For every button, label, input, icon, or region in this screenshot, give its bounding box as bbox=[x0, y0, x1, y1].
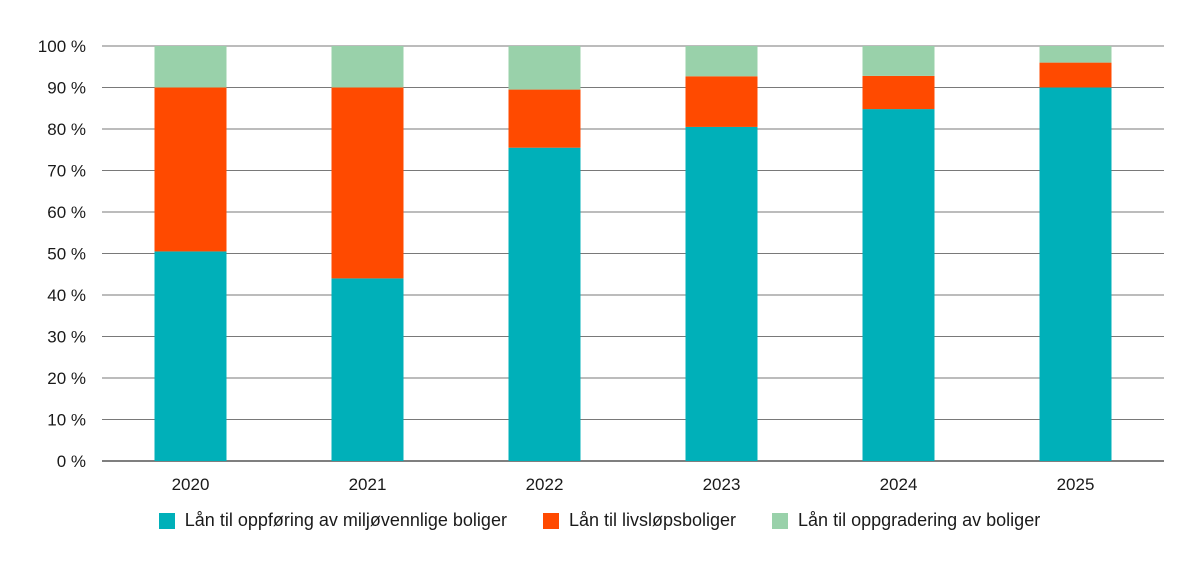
bar-2024-series-2 bbox=[862, 46, 935, 76]
bar-2025-series-0 bbox=[1039, 87, 1112, 461]
gridlines bbox=[102, 45, 1164, 462]
legend-swatch-1 bbox=[542, 512, 559, 529]
legend-label-0: Lån til oppføring av miljøvennlige bolig… bbox=[184, 510, 507, 530]
legend-item-1: Lån til livsløpsboliger bbox=[542, 510, 737, 531]
y-tick-label-2: 20 % bbox=[47, 369, 86, 388]
bar-2021-series-1 bbox=[331, 87, 404, 279]
legend-label-2: Lån til oppgradering av boliger bbox=[798, 510, 1041, 530]
bar-2021-series-0 bbox=[331, 278, 404, 461]
y-tick-label-0: 0 % bbox=[57, 452, 86, 471]
bar-2020-series-1 bbox=[154, 87, 227, 252]
bar-2020-series-0 bbox=[154, 251, 227, 461]
y-tick-label-7: 70 % bbox=[47, 162, 86, 181]
legend-item-2: Lån til oppgradering av boliger bbox=[772, 510, 1040, 531]
x-tick-label-2022: 2022 bbox=[526, 475, 564, 494]
y-tick-label-9: 90 % bbox=[47, 79, 86, 98]
y-tick-label-5: 50 % bbox=[47, 245, 86, 264]
legend: Lån til oppføring av miljøvennlige bolig… bbox=[0, 510, 1199, 531]
bar-2023-series-0 bbox=[685, 126, 758, 462]
y-tick-label-6: 60 % bbox=[47, 203, 86, 222]
y-tick-label-8: 80 % bbox=[47, 120, 86, 139]
bar-2025-series-1 bbox=[1039, 62, 1112, 88]
bar-2022-series-1 bbox=[508, 89, 581, 148]
y-tick-label-4: 40 % bbox=[47, 286, 86, 305]
x-tick-label-2024: 2024 bbox=[880, 475, 918, 494]
bars bbox=[154, 46, 1112, 462]
legend-label-1: Lån til livsløpsboliger bbox=[568, 510, 737, 530]
bar-2021-series-2 bbox=[331, 46, 404, 88]
bar-2024-series-1 bbox=[862, 75, 935, 110]
bar-2025-series-2 bbox=[1039, 46, 1112, 63]
bar-2022-series-2 bbox=[508, 46, 581, 90]
bar-2023-series-1 bbox=[685, 76, 758, 127]
y-tick-label-10: 100 % bbox=[38, 37, 86, 56]
y-axis-tick-labels: 0 % 10 % 20 % 30 % 40 % 50 % 60 % 70 % 80 % 90 % 1… bbox=[38, 37, 86, 471]
bar-2024-series-0 bbox=[862, 109, 935, 461]
bar-2022-series-0 bbox=[508, 147, 581, 462]
x-tick-label-2025: 2025 bbox=[1057, 475, 1095, 494]
x-axis-tick-labels: 2020 2021 2022 2023 2024 2025 bbox=[172, 475, 1095, 494]
legend-swatch-2 bbox=[772, 512, 789, 529]
y-tick-label-3: 30 % bbox=[47, 328, 86, 347]
x-tick-label-2021: 2021 bbox=[349, 475, 387, 494]
bar-2023-series-2 bbox=[685, 46, 758, 77]
legend-swatch-0 bbox=[158, 512, 175, 529]
bar-2020-series-2 bbox=[154, 46, 227, 88]
legend-item-0: Lån til oppføring av miljøvennlige bolig… bbox=[158, 510, 507, 531]
x-tick-label-2023: 2023 bbox=[703, 475, 741, 494]
x-tick-label-2020: 2020 bbox=[172, 475, 210, 494]
y-tick-label-1: 10 % bbox=[47, 411, 86, 430]
